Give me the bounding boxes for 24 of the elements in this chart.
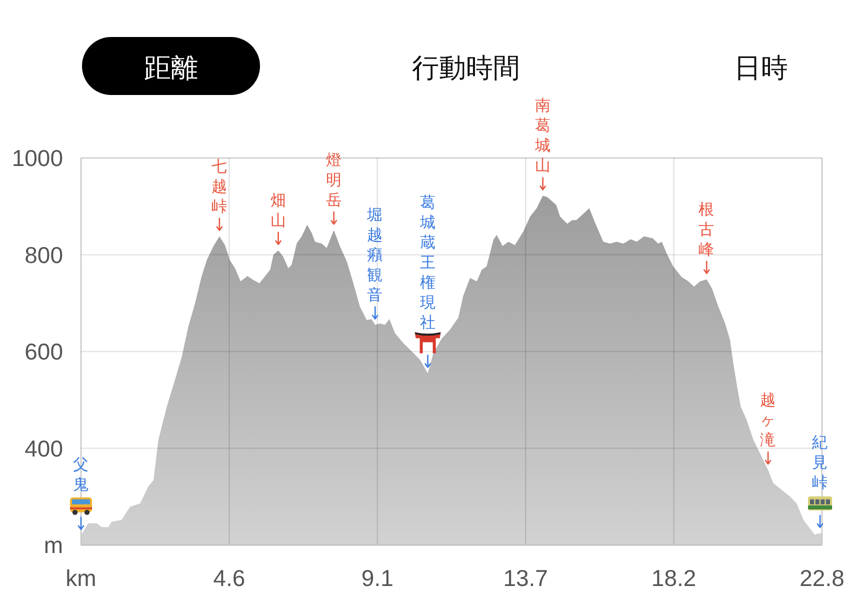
x-tick-label: 22.8 [800, 565, 844, 591]
annotation: 葛城蔵王権現社 [418, 193, 436, 332]
x-tick-label: 9.1 [361, 565, 394, 591]
x-tick-label: km [66, 565, 96, 591]
annotation: 燈明岳 [326, 152, 342, 210]
tab-label: 距離 [144, 53, 198, 83]
y-tick-label: 800 [24, 242, 63, 268]
annotation: 七越峠 [211, 157, 228, 216]
y-tick-label: 600 [24, 338, 63, 364]
y-tick-label: 400 [24, 435, 63, 462]
y-tick-label: m [44, 532, 63, 558]
annotation: 畑山 [270, 192, 286, 230]
annotation: 父鬼 [73, 455, 89, 494]
annotation: 堀越癪観音 [366, 206, 384, 304]
tab-label: 日時 [734, 53, 788, 83]
x-tick-label: 18.2 [651, 565, 696, 591]
annotation: 根古峰 [698, 200, 715, 258]
tab-label: 行動時間 [412, 53, 520, 83]
y-tick-label: 1000 [12, 145, 63, 171]
annotation: 南葛城山 [534, 96, 551, 175]
x-tick-label: 13.7 [503, 565, 548, 591]
x-tick-label: 4.6 [213, 565, 246, 591]
annotation: 紀見峠 [812, 434, 828, 492]
annotation: 越ヶ滝 [760, 391, 776, 450]
